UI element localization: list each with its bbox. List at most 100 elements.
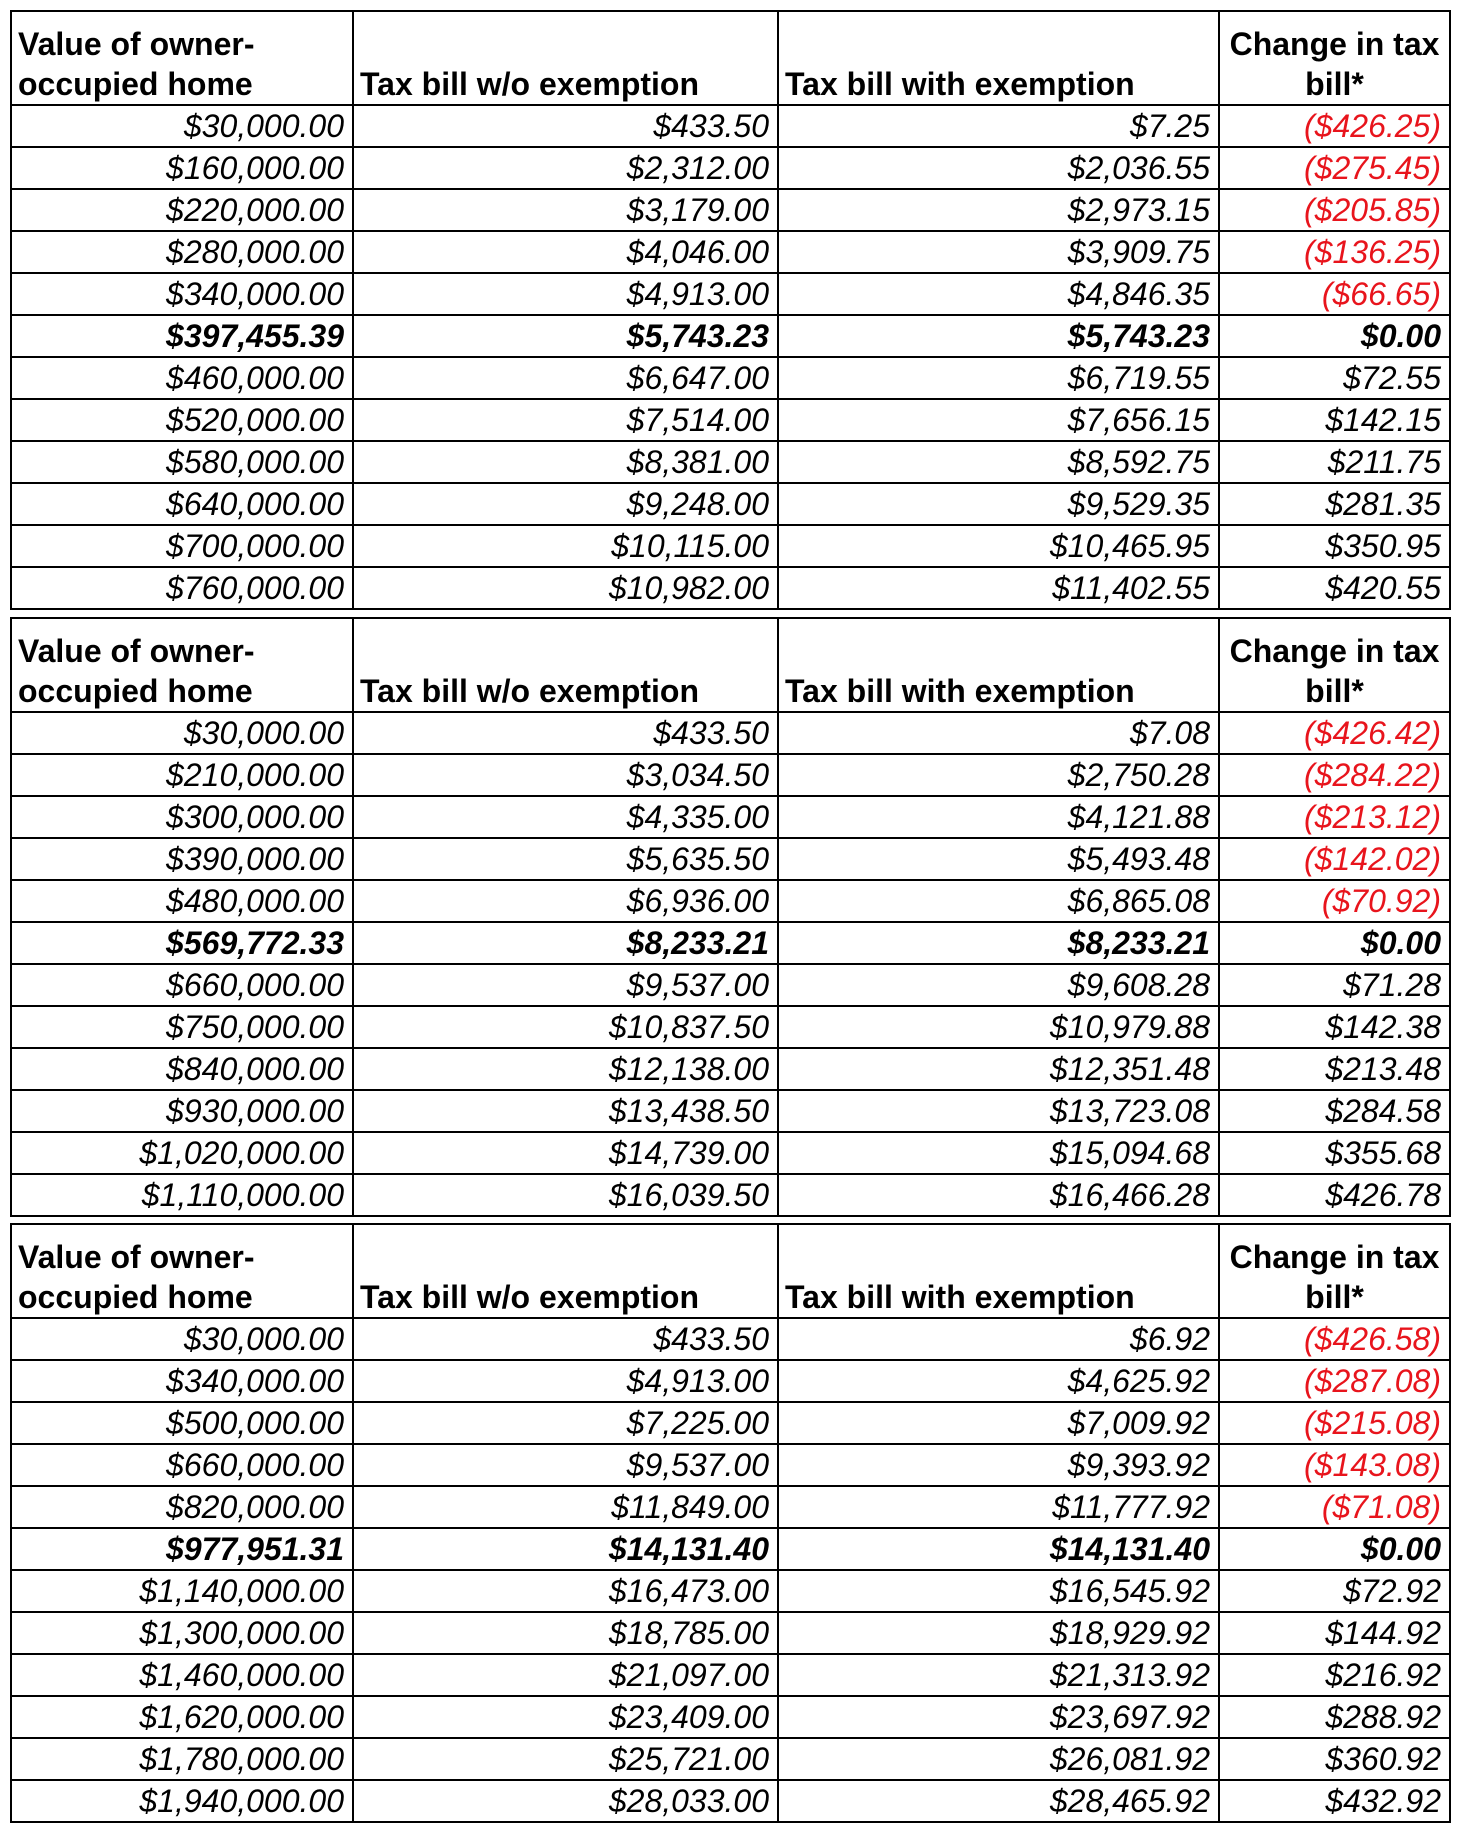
home-value-cell: $460,000.00 xyxy=(10,356,354,400)
table-row: $760,000.00 $10,982.00 $11,402.55 $420.55 xyxy=(10,566,1451,610)
tax-with-exemption-cell: $15,094.68 xyxy=(777,1131,1220,1175)
tax-without-exemption-cell: $433.50 xyxy=(352,104,779,148)
home-value-cell: $640,000.00 xyxy=(10,482,354,526)
table-row: $1,020,000.00 $14,739.00 $15,094.68 $355.68 xyxy=(10,1131,1451,1175)
change-in-tax-cell: $355.68 xyxy=(1218,1131,1451,1175)
tax-with-exemption-cell: $9,608.28 xyxy=(777,963,1220,1007)
tax-without-exemption-cell: $18,785.00 xyxy=(352,1611,779,1655)
table-row: $1,110,000.00 $16,039.50 $16,466.28 $426.78 xyxy=(10,1173,1451,1217)
table-row: $520,000.00 $7,514.00 $7,656.15 $142.15 xyxy=(10,398,1451,442)
tax-without-exemption-cell: $9,537.00 xyxy=(352,963,779,1007)
home-value-cell: $220,000.00 xyxy=(10,188,354,232)
home-value-cell: $569,772.33 xyxy=(10,921,354,965)
tax-without-exemption-cell: $10,115.00 xyxy=(352,524,779,568)
home-value-cell: $660,000.00 xyxy=(10,1443,354,1487)
table-row: $30,000.00 $433.50 $7.25 ($426.25) xyxy=(10,104,1451,148)
change-in-tax-cell: $144.92 xyxy=(1218,1611,1451,1655)
home-value-cell: $30,000.00 xyxy=(10,711,354,755)
tax-with-exemption-cell: $23,697.92 xyxy=(777,1695,1220,1739)
tax-with-exemption-cell: $6,865.08 xyxy=(777,879,1220,923)
home-value-cell: $340,000.00 xyxy=(10,1359,354,1403)
change-in-tax-cell: $420.55 xyxy=(1218,566,1451,610)
tax-without-exemption-cell: $14,739.00 xyxy=(352,1131,779,1175)
home-value-cell: $760,000.00 xyxy=(10,566,354,610)
tax-without-exemption-cell: $4,913.00 xyxy=(352,1359,779,1403)
tax-with-exemption-cell: $7.08 xyxy=(777,711,1220,755)
tax-without-exemption-cell: $6,936.00 xyxy=(352,879,779,923)
home-value-cell: $1,020,000.00 xyxy=(10,1131,354,1175)
tax-with-exemption-cell: $5,743.23 xyxy=(777,314,1220,358)
break-even-row: $569,772.33 $8,233.21 $8,233.21 $0.00 xyxy=(10,921,1451,965)
home-value-cell: $397,455.39 xyxy=(10,314,354,358)
tax-with-exemption-cell: $4,121.88 xyxy=(777,795,1220,839)
header-tax-with-exemption: Tax bill with exemption xyxy=(777,1223,1220,1319)
tax-with-exemption-cell: $3,909.75 xyxy=(777,230,1220,274)
home-value-cell: $280,000.00 xyxy=(10,230,354,274)
header-home-value: Value of owner-occupied home xyxy=(10,617,354,713)
change-in-tax-cell: $360.92 xyxy=(1218,1737,1451,1781)
tax-with-exemption-cell: $10,465.95 xyxy=(777,524,1220,568)
tax-without-exemption-cell: $23,409.00 xyxy=(352,1695,779,1739)
header-tax-with-exemption: Tax bill with exemption xyxy=(777,617,1220,713)
table-row: $1,940,000.00 $28,033.00 $28,465.92 $432.92 xyxy=(10,1779,1451,1823)
change-in-tax-cell: ($71.08) xyxy=(1218,1485,1451,1529)
tax-table: Value of owner-occupied home Tax bill w/… xyxy=(10,1223,1451,1823)
change-in-tax-cell: $142.15 xyxy=(1218,398,1451,442)
table-row: $840,000.00 $12,138.00 $12,351.48 $213.48 xyxy=(10,1047,1451,1091)
break-even-row: $977,951.31 $14,131.40 $14,131.40 $0.00 xyxy=(10,1527,1451,1571)
home-value-cell: $750,000.00 xyxy=(10,1005,354,1049)
tax-without-exemption-cell: $4,335.00 xyxy=(352,795,779,839)
tax-without-exemption-cell: $5,743.23 xyxy=(352,314,779,358)
home-value-cell: $840,000.00 xyxy=(10,1047,354,1091)
home-value-cell: $580,000.00 xyxy=(10,440,354,484)
header-change-in-tax: Change in tax bill* xyxy=(1218,10,1451,106)
home-value-cell: $977,951.31 xyxy=(10,1527,354,1571)
home-value-cell: $660,000.00 xyxy=(10,963,354,1007)
change-in-tax-cell: $213.48 xyxy=(1218,1047,1451,1091)
tax-without-exemption-cell: $21,097.00 xyxy=(352,1653,779,1697)
change-in-tax-cell: ($284.22) xyxy=(1218,753,1451,797)
table-row: $340,000.00 $4,913.00 $4,625.92 ($287.08) xyxy=(10,1359,1451,1403)
header-row: Value of owner-occupied home Tax bill w/… xyxy=(10,617,1451,713)
tax-table-2: Value of owner-occupied home Tax bill w/… xyxy=(10,617,1451,1217)
tax-with-exemption-cell: $2,750.28 xyxy=(777,753,1220,797)
change-in-tax-cell: $350.95 xyxy=(1218,524,1451,568)
table-row: $1,140,000.00 $16,473.00 $16,545.92 $72.92 xyxy=(10,1569,1451,1613)
tax-with-exemption-cell: $2,036.55 xyxy=(777,146,1220,190)
change-in-tax-cell: $71.28 xyxy=(1218,963,1451,1007)
tax-with-exemption-cell: $11,402.55 xyxy=(777,566,1220,610)
table-row: $30,000.00 $433.50 $6.92 ($426.58) xyxy=(10,1317,1451,1361)
change-in-tax-cell: $426.78 xyxy=(1218,1173,1451,1217)
header-change-in-tax: Change in tax bill* xyxy=(1218,617,1451,713)
tax-with-exemption-cell: $16,545.92 xyxy=(777,1569,1220,1613)
change-in-tax-cell: ($143.08) xyxy=(1218,1443,1451,1487)
change-in-tax-cell: $142.38 xyxy=(1218,1005,1451,1049)
tax-with-exemption-cell: $7,009.92 xyxy=(777,1401,1220,1445)
table-row: $580,000.00 $8,381.00 $8,592.75 $211.75 xyxy=(10,440,1451,484)
table-row: $280,000.00 $4,046.00 $3,909.75 ($136.25) xyxy=(10,230,1451,274)
change-in-tax-cell: ($287.08) xyxy=(1218,1359,1451,1403)
tax-with-exemption-cell: $5,493.48 xyxy=(777,837,1220,881)
tax-without-exemption-cell: $7,514.00 xyxy=(352,398,779,442)
change-in-tax-cell: $0.00 xyxy=(1218,314,1451,358)
tax-without-exemption-cell: $16,039.50 xyxy=(352,1173,779,1217)
change-in-tax-cell: ($70.92) xyxy=(1218,879,1451,923)
change-in-tax-cell: $211.75 xyxy=(1218,440,1451,484)
header-tax-without-exemption: Tax bill w/o exemption xyxy=(352,1223,779,1319)
change-in-tax-cell: $281.35 xyxy=(1218,482,1451,526)
table-row: $500,000.00 $7,225.00 $7,009.92 ($215.08) xyxy=(10,1401,1451,1445)
change-in-tax-cell: ($426.42) xyxy=(1218,711,1451,755)
home-value-cell: $1,110,000.00 xyxy=(10,1173,354,1217)
header-change-in-tax: Change in tax bill* xyxy=(1218,1223,1451,1319)
tax-with-exemption-cell: $7.25 xyxy=(777,104,1220,148)
change-in-tax-cell: ($426.25) xyxy=(1218,104,1451,148)
change-in-tax-cell: ($275.45) xyxy=(1218,146,1451,190)
change-in-tax-cell: ($142.02) xyxy=(1218,837,1451,881)
table-row: $30,000.00 $433.50 $7.08 ($426.42) xyxy=(10,711,1451,755)
tax-without-exemption-cell: $4,913.00 xyxy=(352,272,779,316)
tax-with-exemption-cell: $4,846.35 xyxy=(777,272,1220,316)
tax-without-exemption-cell: $433.50 xyxy=(352,711,779,755)
home-value-cell: $700,000.00 xyxy=(10,524,354,568)
home-value-cell: $390,000.00 xyxy=(10,837,354,881)
header-row: Value of owner-occupied home Tax bill w/… xyxy=(10,10,1451,106)
